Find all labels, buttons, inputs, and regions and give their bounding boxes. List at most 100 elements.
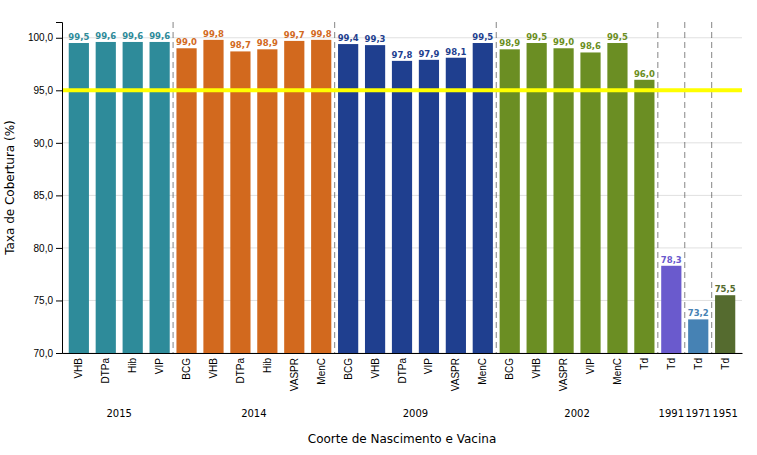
x-tick: Td — [693, 353, 704, 370]
x-tick-label: Hib — [262, 358, 273, 373]
x-tick: Td — [720, 353, 731, 370]
x-tick: BCG — [181, 353, 192, 380]
x-tick-label: VASPR — [289, 358, 300, 391]
y-tick: 85,0 — [34, 190, 62, 201]
data-label: 99,8 — [311, 29, 332, 39]
data-label: 98,6 — [580, 41, 601, 51]
group-label: 2009 — [403, 408, 428, 419]
bar — [634, 80, 654, 353]
x-tick: VHB — [208, 353, 219, 379]
data-label: 98,9 — [499, 38, 520, 48]
group-label: 1951 — [712, 408, 737, 419]
group-separator — [711, 22, 712, 353]
plot-area — [62, 22, 742, 353]
data-label: 99,6 — [122, 31, 143, 41]
y-tick-mark — [56, 38, 62, 39]
x-tick-label: DTPa — [100, 358, 111, 384]
y-tick-mark — [56, 300, 62, 301]
y-tick-label: 100,0 — [28, 32, 53, 43]
x-tick-label: VASPR — [450, 358, 461, 391]
reference-line — [62, 88, 742, 92]
group-separator — [496, 22, 497, 353]
x-tick: VASPR — [450, 353, 461, 391]
x-tick: VHB — [531, 353, 542, 379]
data-label: 99,4 — [338, 33, 359, 43]
x-tick-label: Td — [720, 358, 731, 370]
y-axis: 70,0 75,0 80,0 85,0 90,0 95,0 100,0 — [28, 23, 63, 359]
group-labels: 2015201420092002199119711951 — [107, 408, 738, 419]
group-label: 2015 — [107, 408, 132, 419]
x-tick-label: BCG — [343, 358, 354, 380]
y-tick-label: 85,0 — [34, 190, 54, 201]
x-tick: MenC — [316, 353, 327, 385]
x-tick-label: BCG — [181, 358, 192, 380]
y-axis-line — [56, 23, 63, 354]
y-tick-mark — [56, 353, 62, 354]
bar — [284, 41, 304, 353]
data-label: 78,3 — [661, 255, 682, 265]
x-tick-label: VHB — [73, 358, 84, 379]
y-tick: 100,0 — [28, 32, 62, 43]
x-tick-label: DTPa — [397, 358, 408, 384]
x-tick: VHB — [370, 353, 381, 379]
x-tick: VIP — [585, 353, 596, 374]
x-tick-label: MenC — [316, 358, 327, 385]
bar — [688, 319, 708, 353]
y-tick: 90,0 — [34, 138, 62, 149]
grid-line — [62, 90, 742, 91]
y-tick-label: 75,0 — [34, 295, 54, 306]
group-separator — [173, 22, 174, 353]
x-tick-label: VIP — [585, 358, 596, 374]
y-tick-mark — [56, 195, 62, 196]
data-label: 98,9 — [257, 38, 278, 48]
data-label: 75,5 — [715, 284, 736, 294]
group-separator — [684, 22, 685, 353]
x-tick-label: DTPa — [235, 358, 246, 384]
x-axis-title: Coorte de Nascimento e Vacina — [308, 432, 496, 446]
bar — [203, 40, 223, 353]
data-label: 99,5 — [68, 32, 89, 42]
x-tick-label: Td — [666, 358, 677, 370]
x-axis-line — [63, 353, 743, 354]
x-tick: MenC — [612, 353, 623, 385]
x-axis: VHB DTPa Hib VIP BCG VHB DTPa Hib VASPR MenC BCG VH… — [63, 353, 743, 391]
y-tick: 80,0 — [34, 243, 62, 254]
data-label: 99,6 — [95, 31, 116, 41]
data-label: 99,5 — [472, 32, 493, 42]
y-axis-title: Taxa de Cobertura (%) — [3, 120, 17, 256]
bar — [176, 48, 196, 353]
bar — [715, 295, 735, 353]
data-labels: 99,599,699,699,699,099,898,798,999,799,8… — [68, 29, 735, 319]
y-tick-mark — [56, 90, 62, 91]
group-label: 2002 — [564, 408, 589, 419]
data-label: 96,0 — [634, 69, 655, 79]
x-tick-label: MenC — [477, 358, 488, 385]
y-tick: 95,0 — [34, 85, 62, 96]
chart-area: 99,599,699,699,699,099,898,798,999,799,8… — [3, 22, 743, 446]
y-tick-label: 80,0 — [34, 243, 54, 254]
x-tick: DTPa — [235, 353, 246, 384]
y-tick: 70,0 — [34, 348, 62, 359]
grid — [62, 38, 742, 353]
data-label: 99,7 — [284, 30, 305, 40]
data-label: 99,5 — [607, 32, 628, 42]
group-separator — [334, 22, 335, 353]
data-label: 73,2 — [688, 308, 709, 318]
data-label: 99,0 — [176, 37, 197, 47]
bar — [311, 40, 331, 353]
x-tick: Td — [666, 353, 677, 370]
x-tick-label: VHB — [208, 358, 219, 379]
data-label: 99,6 — [149, 31, 170, 41]
x-tick-label: Td — [639, 358, 650, 370]
x-tick: DTPa — [100, 353, 111, 384]
data-label: 99,3 — [365, 34, 386, 44]
x-tick-label: VHB — [531, 358, 542, 379]
x-tick-label: VHB — [370, 358, 381, 379]
x-tick: BCG — [343, 353, 354, 380]
x-tick-label: BCG — [504, 358, 515, 380]
x-tick: Hib — [262, 353, 273, 373]
y-tick-label: 90,0 — [34, 138, 54, 149]
bar — [500, 49, 520, 353]
bar — [419, 60, 439, 353]
x-tick: Hib — [127, 353, 138, 373]
